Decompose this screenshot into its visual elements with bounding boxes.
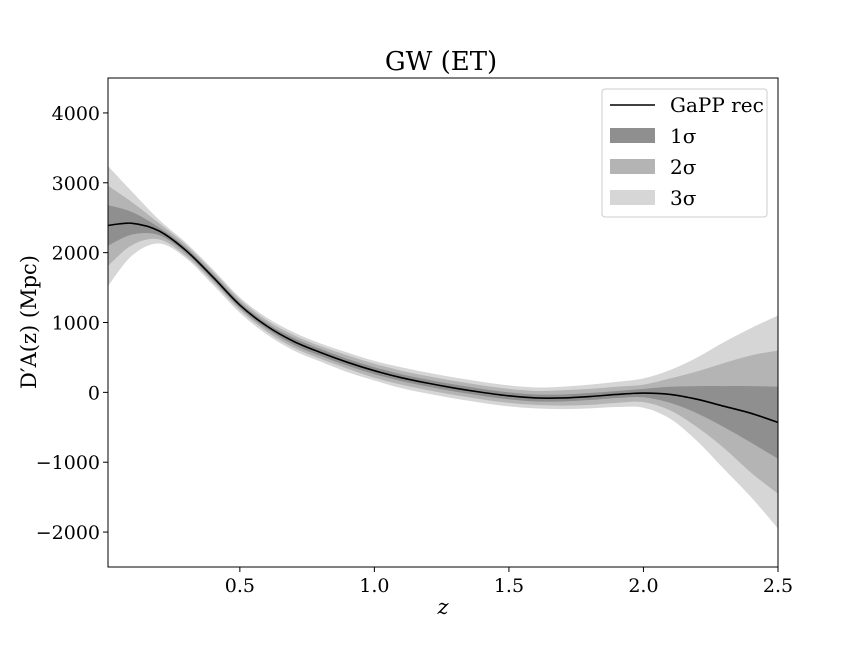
reconstruction-line xyxy=(107,222,779,424)
y-tick-label: 3000 xyxy=(52,173,100,195)
legend: GaPP rec 1σ 2σ 3σ xyxy=(601,88,768,218)
y-tick-label: 2000 xyxy=(52,243,100,265)
legend-label-1sigma: 1σ xyxy=(670,124,697,148)
legend-label-3sigma: 3σ xyxy=(670,186,697,210)
confidence-bands xyxy=(108,166,778,529)
y-tick-label: 4000 xyxy=(52,103,100,125)
x-axis-label: z xyxy=(436,595,449,619)
y-tick-label: 0 xyxy=(88,382,100,404)
y-axis-label: D′A(z) (Mpc) xyxy=(17,255,41,389)
x-tick-label: 1.0 xyxy=(359,575,389,597)
chart-title: GW (ET) xyxy=(385,47,497,77)
y-tick-label: 1000 xyxy=(52,313,100,335)
legend-swatch-2sigma xyxy=(610,159,655,174)
band-2sigma xyxy=(108,185,778,494)
gapp-rec-line xyxy=(107,222,779,424)
legend-label-2sigma: 2σ xyxy=(670,155,697,179)
y-tick-label: −1000 xyxy=(36,452,100,474)
y-tick-label: −2000 xyxy=(36,522,100,544)
legend-swatch-1sigma xyxy=(610,128,655,143)
legend-swatch-3sigma xyxy=(610,190,655,205)
band-3sigma xyxy=(108,166,778,529)
x-tick-label: 1.5 xyxy=(494,575,524,597)
x-tick-label: 0.5 xyxy=(225,575,255,597)
x-tick-label: 2.5 xyxy=(763,575,793,597)
x-axis-ticks: 0.5 1.0 1.5 2.0 2.5 xyxy=(225,567,793,597)
y-axis-ticks: −2000 −1000 0 1000 2000 3000 4000 xyxy=(36,103,108,544)
legend-box xyxy=(601,88,768,218)
x-tick-label: 2.0 xyxy=(628,575,658,597)
legend-label-rec: GaPP rec xyxy=(670,93,764,117)
